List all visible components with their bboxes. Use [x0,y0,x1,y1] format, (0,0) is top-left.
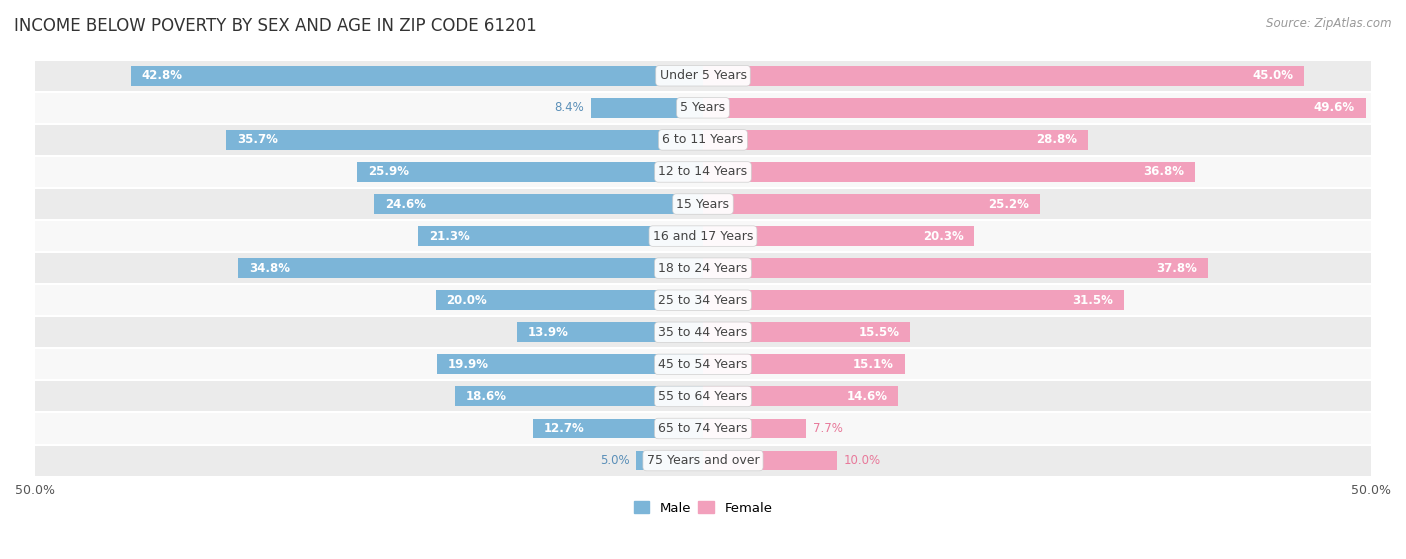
FancyBboxPatch shape [35,380,1371,413]
Bar [591,98,703,118]
Text: 20.0%: 20.0% [447,293,488,307]
Text: 75 Years and over: 75 Years and over [647,454,759,467]
Bar [437,354,703,375]
Text: 25.2%: 25.2% [988,197,1029,211]
Text: 21.3%: 21.3% [429,230,470,243]
Bar [703,66,1305,86]
Text: 37.8%: 37.8% [1157,262,1198,274]
Text: 42.8%: 42.8% [142,69,183,82]
Text: 7.7%: 7.7% [813,422,842,435]
Bar [374,194,703,214]
Text: 31.5%: 31.5% [1073,293,1114,307]
Text: 34.8%: 34.8% [249,262,290,274]
FancyBboxPatch shape [35,348,1371,380]
Text: 6 to 11 Years: 6 to 11 Years [662,134,744,146]
Bar [703,323,910,342]
Text: 15.5%: 15.5% [859,326,900,339]
Bar [517,323,703,342]
Text: 10.0%: 10.0% [844,454,880,467]
Text: 65 to 74 Years: 65 to 74 Years [658,422,748,435]
Text: 28.8%: 28.8% [1036,134,1077,146]
Text: 25.9%: 25.9% [367,165,409,178]
Text: 35.7%: 35.7% [236,134,277,146]
Text: Source: ZipAtlas.com: Source: ZipAtlas.com [1267,17,1392,30]
FancyBboxPatch shape [35,156,1371,188]
Text: 19.9%: 19.9% [449,358,489,371]
Text: 24.6%: 24.6% [385,197,426,211]
Text: 15 Years: 15 Years [676,197,730,211]
Text: 12 to 14 Years: 12 to 14 Years [658,165,748,178]
Bar [703,194,1039,214]
FancyBboxPatch shape [35,60,1371,92]
Text: 18 to 24 Years: 18 to 24 Years [658,262,748,274]
Bar [454,386,703,406]
Bar [419,226,703,246]
Bar [131,66,703,86]
Text: 15.1%: 15.1% [853,358,894,371]
Text: 20.3%: 20.3% [922,230,963,243]
Text: 13.9%: 13.9% [529,326,569,339]
Text: 14.6%: 14.6% [846,390,887,403]
Text: 8.4%: 8.4% [554,101,583,115]
Text: 12.7%: 12.7% [544,422,585,435]
Bar [703,354,904,375]
Text: 45.0%: 45.0% [1253,69,1294,82]
FancyBboxPatch shape [35,284,1371,316]
Text: 25 to 34 Years: 25 to 34 Years [658,293,748,307]
Bar [703,419,806,438]
Text: 36.8%: 36.8% [1143,165,1184,178]
Bar [703,386,898,406]
Bar [703,290,1123,310]
Bar [703,98,1365,118]
FancyBboxPatch shape [35,413,1371,444]
Legend: Male, Female: Male, Female [628,496,778,520]
FancyBboxPatch shape [35,252,1371,284]
FancyBboxPatch shape [35,220,1371,252]
Bar [703,451,837,471]
FancyBboxPatch shape [35,316,1371,348]
FancyBboxPatch shape [35,124,1371,156]
Text: 16 and 17 Years: 16 and 17 Years [652,230,754,243]
Text: 55 to 64 Years: 55 to 64 Years [658,390,748,403]
FancyBboxPatch shape [35,188,1371,220]
Text: 35 to 44 Years: 35 to 44 Years [658,326,748,339]
Text: 5.0%: 5.0% [600,454,630,467]
Text: Under 5 Years: Under 5 Years [659,69,747,82]
Bar [703,162,1195,182]
Bar [703,226,974,246]
Text: 5 Years: 5 Years [681,101,725,115]
Text: 18.6%: 18.6% [465,390,506,403]
FancyBboxPatch shape [35,92,1371,124]
Bar [238,258,703,278]
Bar [703,258,1208,278]
Bar [357,162,703,182]
Bar [703,130,1088,150]
Bar [226,130,703,150]
Text: 45 to 54 Years: 45 to 54 Years [658,358,748,371]
Bar [533,419,703,438]
FancyBboxPatch shape [35,444,1371,477]
Bar [436,290,703,310]
Bar [636,451,703,471]
Text: 49.6%: 49.6% [1313,101,1355,115]
Text: INCOME BELOW POVERTY BY SEX AND AGE IN ZIP CODE 61201: INCOME BELOW POVERTY BY SEX AND AGE IN Z… [14,17,537,35]
